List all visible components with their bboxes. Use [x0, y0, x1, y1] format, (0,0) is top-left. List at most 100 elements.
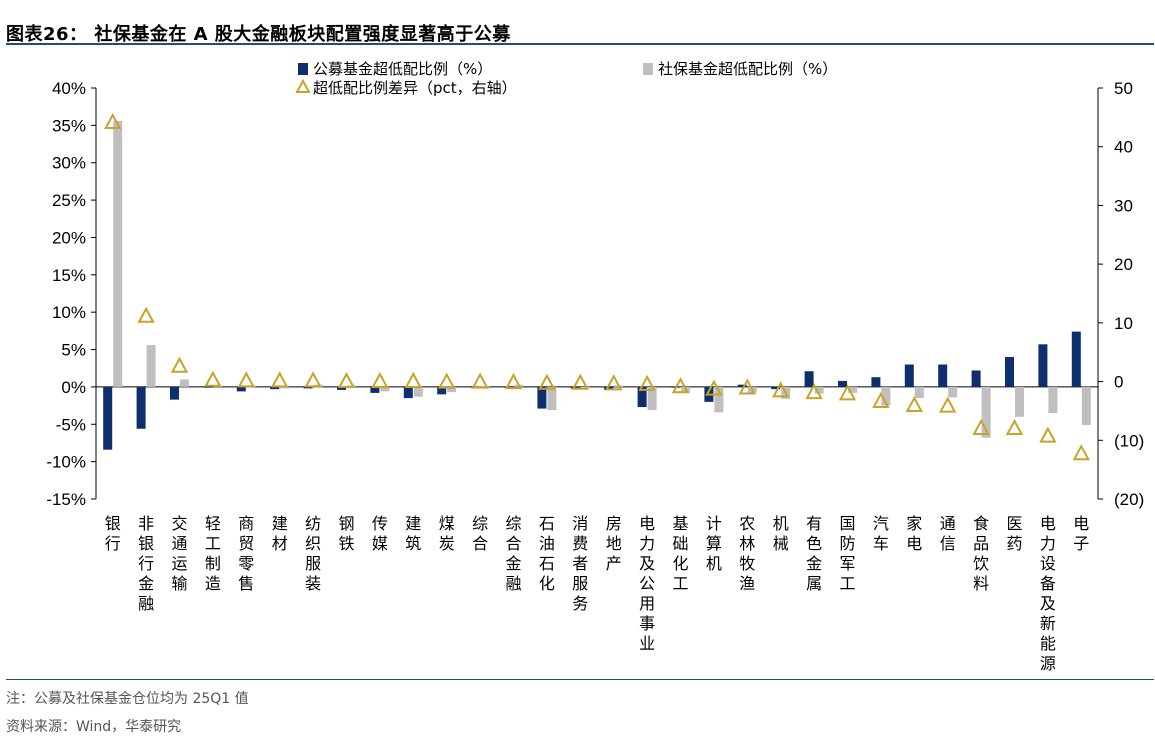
bar-social — [480, 386, 490, 387]
axes: -15% -10% -5% 0% 5% 10% 15% 20% 25% 30% 35% 40% (20)… — [46, 79, 1144, 509]
legend: 公募基金超低配比例（%） 社保基金超低配比例（%） 超低配比例差异（pct，右轴… — [295, 60, 837, 97]
diff-marker — [170, 356, 189, 373]
bar-social — [914, 386, 924, 399]
category-label: 非银行金融 — [138, 514, 154, 613]
bar-social — [647, 386, 657, 411]
right-tick-label: 50 — [1114, 79, 1133, 98]
left-tick-label: 20% — [52, 228, 86, 247]
left-tick-label: 5% — [61, 341, 86, 360]
bar-social — [981, 386, 991, 438]
diff-marker — [838, 384, 857, 401]
diff-marker — [237, 371, 255, 388]
diff-marker — [204, 370, 222, 387]
category-label: 有色金属 — [806, 514, 822, 593]
bar-public — [1071, 331, 1081, 387]
category-label: 电力及公用事业 — [639, 514, 655, 653]
right-tick-label: (20) — [1114, 490, 1144, 509]
bar-social — [380, 386, 390, 392]
category-label: 电力设备及新能源 — [1040, 514, 1056, 673]
category-label: 农林牧渔 — [739, 514, 755, 593]
bar-public — [1005, 357, 1014, 387]
diff-marker — [738, 378, 756, 395]
bar-public — [203, 386, 213, 388]
legend-marker-diff — [295, 78, 311, 93]
category-label: 家电 — [906, 514, 922, 553]
bar-public — [236, 386, 246, 392]
bar-public — [871, 377, 881, 387]
diff-marker — [404, 371, 422, 388]
bar-social — [280, 386, 290, 389]
bar-social — [447, 386, 457, 393]
left-tick-label: -10% — [46, 453, 86, 472]
bars — [103, 120, 1091, 450]
bar-public — [103, 386, 113, 450]
title-rule — [6, 43, 1154, 45]
bar-public — [337, 386, 346, 390]
legend-label-diff: 超低配比例差异（pct，右轴） — [313, 79, 517, 97]
legend-label-public: 公募基金超低配比例（%） — [313, 60, 492, 78]
right-tick-label: (10) — [1114, 431, 1144, 450]
diff-marker — [972, 418, 990, 435]
diff-marker — [137, 306, 155, 323]
diff-marker — [438, 372, 456, 389]
diff-marker — [772, 381, 790, 398]
category-label: 房地产 — [606, 514, 622, 573]
category-label: 建材 — [272, 514, 288, 553]
bar-public — [370, 386, 380, 393]
category-label: 纺织服装 — [305, 514, 321, 593]
bar-public — [270, 386, 280, 390]
category-label: 通信 — [940, 514, 956, 553]
diff-marker — [337, 371, 356, 388]
bar-social — [848, 386, 857, 393]
bar-social — [146, 345, 156, 387]
left-tick-label: 10% — [52, 303, 86, 322]
category-label: 基础化工 — [672, 514, 688, 593]
bar-social — [948, 386, 958, 398]
bar-public — [637, 386, 647, 408]
left-tick-label: -15% — [46, 490, 86, 509]
left-tick-label: 40% — [52, 79, 86, 98]
category-label: 煤炭 — [439, 514, 455, 553]
legend-swatch-public — [298, 63, 308, 75]
diff-marker — [471, 372, 489, 389]
diff-marker — [872, 391, 890, 408]
bar-public — [537, 386, 547, 409]
category-label: 传媒 — [372, 514, 388, 553]
bar-public — [771, 386, 781, 390]
diff-marker — [271, 371, 289, 388]
left-tick-label: -5% — [56, 415, 86, 434]
diff-marker — [671, 377, 690, 394]
diff-marker — [705, 379, 723, 396]
bar-social — [413, 386, 423, 397]
bar-public — [570, 386, 580, 389]
diff-marker — [939, 396, 957, 413]
bar-public — [303, 386, 313, 389]
right-tick-label: 20 — [1114, 255, 1133, 274]
diff-marker — [638, 374, 656, 391]
diff-marker — [371, 371, 389, 388]
category-label: 钢铁 — [338, 514, 354, 553]
bar-public — [938, 364, 948, 387]
bar-public — [170, 386, 179, 400]
right-tick-label: 40 — [1114, 138, 1133, 157]
bar-social — [1015, 386, 1024, 417]
bar-social — [814, 386, 824, 394]
category-label: 综合 — [472, 514, 488, 553]
diff-marker — [805, 383, 823, 400]
category-label: 综合金融 — [505, 514, 521, 593]
source-note: 资料来源：Wind，华泰研究 — [6, 719, 182, 735]
legend-swatch-social — [643, 63, 653, 75]
category-label: 国防军工 — [839, 514, 855, 593]
bar-social — [547, 386, 557, 411]
category-label: 电子 — [1073, 514, 1089, 553]
bar-public — [737, 384, 747, 387]
category-label: 机械 — [773, 514, 789, 553]
diff-marker — [605, 374, 623, 391]
category-label: 汽车 — [873, 514, 889, 553]
bar-public — [403, 386, 413, 399]
legend-label-social: 社保基金超低配比例（%） — [658, 60, 837, 78]
left-tick-label: 30% — [52, 154, 86, 173]
category-label: 交通运输 — [171, 514, 187, 593]
